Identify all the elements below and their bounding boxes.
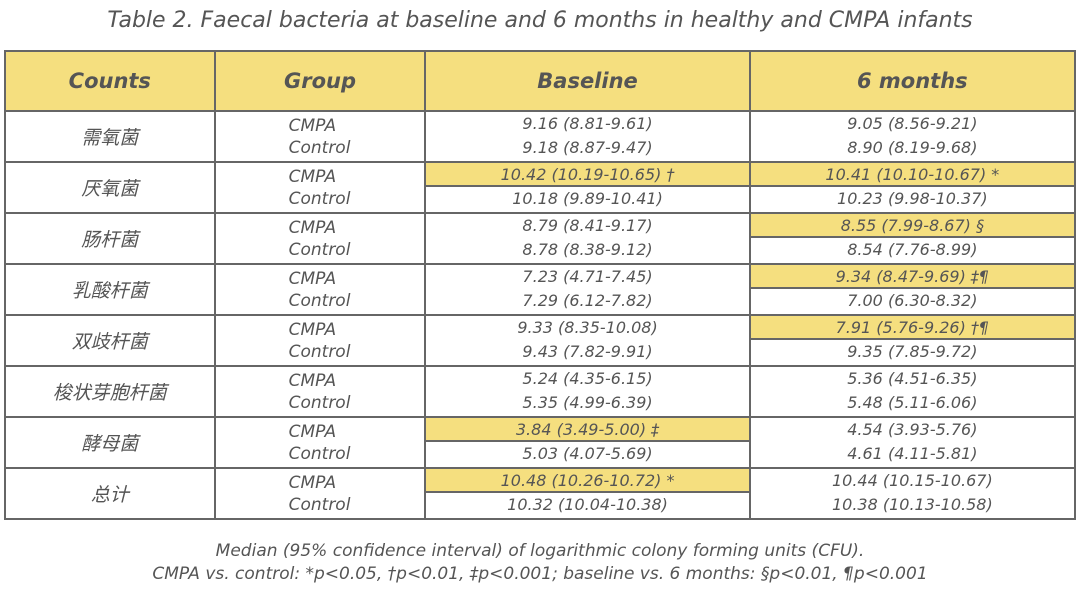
baseline-control-value: 9.18 (8.87-9.47)	[522, 138, 653, 157]
months6-cmpa-value: 5.36 (4.51-6.35)	[847, 369, 978, 388]
months6-cmpa-value: 9.05 (8.56-9.21)	[847, 114, 978, 133]
group-cell: CMPA Control	[213, 365, 427, 418]
baseline-cmpa-value: 10.42 (10.19-10.65) †	[426, 163, 749, 187]
group-control: Control	[288, 443, 351, 464]
baseline-cmpa-value: 10.48 (10.26-10.72) *	[426, 469, 749, 493]
count-label: 酵母菌	[4, 416, 216, 469]
group-cmpa: CMPA	[288, 268, 337, 289]
count-label: 乳酸杆菌	[4, 263, 216, 316]
footnote-line-2: CMPA vs. control: *p<0.05, †p<0.01, ‡p<0…	[152, 564, 928, 584]
months6-cell: 10.41 (10.10-10.67) * 10.23 (9.98-10.37)	[748, 161, 1077, 214]
months6-cell: 9.05 (8.56-9.21) 8.90 (8.19-9.68)	[748, 110, 1077, 163]
months6-cmpa-value: 4.54 (3.93-5.76)	[847, 420, 978, 439]
count-label: 双歧杆菌	[4, 314, 216, 367]
table-row: 总计 CMPA Control 10.48 (10.26-10.72) * 10.32 …	[4, 467, 1077, 520]
table-row: 乳酸杆菌 CMPA Control 7.23 (4.71-7.45) 7.29 (6.1…	[4, 263, 1077, 316]
count-label: 肠杆菌	[4, 212, 216, 265]
months6-control-value: 8.90 (8.19-9.68)	[847, 138, 978, 157]
months6-cmpa-value: 7.91 (5.76-9.26) †¶	[750, 316, 1074, 340]
group-control: Control	[288, 341, 351, 362]
group-cmpa: CMPA	[288, 421, 337, 442]
table-title: Table 2. Faecal bacteria at baseline and…	[107, 8, 973, 33]
months6-control-value: 5.48 (5.11-6.06)	[847, 393, 978, 412]
baseline-control-value: 10.32 (10.04-10.38)	[507, 495, 668, 514]
months6-cell: 5.36 (4.51-6.35) 5.48 (5.11-6.06)	[748, 365, 1077, 418]
baseline-cell: 10.48 (10.26-10.72) * 10.32 (10.04-10.38)	[424, 467, 751, 520]
group-control: Control	[288, 137, 351, 158]
group-cell: CMPA Control	[213, 161, 427, 214]
bacteria-table: Counts Group Baseline 6 months 需氧菌 CMPA Co…	[4, 50, 1077, 520]
group-cmpa: CMPA	[288, 319, 337, 340]
header-counts: Counts	[4, 50, 216, 112]
group-cell: CMPA Control	[213, 212, 427, 265]
months6-cmpa-value: 8.55 (7.99-8.67) §	[750, 214, 1074, 238]
months6-cell: 10.44 (10.15-10.67) 10.38 (10.13-10.58)	[748, 467, 1077, 520]
months6-cmpa-value: 10.41 (10.10-10.67) *	[750, 163, 1074, 187]
baseline-cell: 7.23 (4.71-7.45) 7.29 (6.12-7.82)	[424, 263, 751, 316]
months6-control-value: 8.54 (7.76-8.99)	[847, 240, 978, 259]
group-cmpa: CMPA	[288, 472, 337, 493]
months6-control-value: 7.00 (6.30-8.32)	[847, 291, 978, 310]
baseline-cell: 10.42 (10.19-10.65) † 10.18 (9.89-10.41)	[424, 161, 751, 214]
months6-control-value: 9.35 (7.85-9.72)	[847, 342, 978, 361]
count-label: 梭状芽胞杆菌	[4, 365, 216, 418]
footnote-line-1: Median (95% confidence interval) of loga…	[215, 541, 865, 561]
baseline-control-value: 10.18 (9.89-10.41)	[512, 189, 663, 208]
table-row: 梭状芽胞杆菌 CMPA Control 5.24 (4.35-6.15) 5.35 (4…	[4, 365, 1077, 418]
baseline-control-value: 8.78 (8.38-9.12)	[522, 240, 653, 259]
baseline-cell: 9.33 (8.35-10.08) 9.43 (7.82-9.91)	[424, 314, 751, 367]
baseline-cell: 8.79 (8.41-9.17) 8.78 (8.38-9.12)	[424, 212, 751, 265]
months6-control-value: 10.38 (10.13-10.58)	[831, 495, 993, 514]
header-6-months: 6 months	[748, 50, 1077, 112]
table-row: 肠杆菌 CMPA Control 8.79 (8.41-9.17) 8.78 (8.38…	[4, 212, 1077, 265]
header-baseline: Baseline	[424, 50, 751, 112]
group-cmpa: CMPA	[288, 370, 337, 391]
group-control: Control	[288, 494, 351, 515]
months6-cmpa-value: 10.44 (10.15-10.67)	[831, 471, 993, 490]
months6-cell: 7.91 (5.76-9.26) †¶ 9.35 (7.85-9.72)	[748, 314, 1077, 367]
count-label: 总计	[4, 467, 216, 520]
months6-control-value: 10.23 (9.98-10.37)	[837, 189, 988, 208]
count-label: 厌氧菌	[4, 161, 216, 214]
table-footnote: Median (95% confidence interval) of loga…	[0, 540, 1080, 586]
group-cell: CMPA Control	[213, 263, 427, 316]
group-cell: CMPA Control	[213, 467, 427, 520]
baseline-control-value: 9.43 (7.82-9.91)	[522, 342, 653, 361]
table-row: 酵母菌 CMPA Control 3.84 (3.49-5.00) ‡ 5.03 (4.…	[4, 416, 1077, 469]
baseline-cmpa-value: 5.24 (4.35-6.15)	[522, 369, 653, 388]
group-cmpa: CMPA	[288, 217, 337, 238]
baseline-cmpa-value: 3.84 (3.49-5.00) ‡	[426, 418, 749, 442]
group-cell: CMPA Control	[213, 416, 427, 469]
table-row: 需氧菌 CMPA Control 9.16 (8.81-9.61) 9.18 (8.87…	[4, 110, 1077, 163]
count-label: 需氧菌	[4, 110, 216, 163]
group-control: Control	[288, 392, 351, 413]
group-cmpa: CMPA	[288, 166, 337, 187]
group-cell: CMPA Control	[213, 314, 427, 367]
months6-cell: 8.55 (7.99-8.67) § 8.54 (7.76-8.99)	[748, 212, 1077, 265]
header-row: Counts Group Baseline 6 months	[4, 50, 1077, 112]
group-cmpa: CMPA	[288, 115, 337, 136]
baseline-cell: 9.16 (8.81-9.61) 9.18 (8.87-9.47)	[424, 110, 751, 163]
baseline-cmpa-value: 9.33 (8.35-10.08)	[517, 318, 658, 337]
group-control: Control	[288, 290, 351, 311]
table-row: 厌氧菌 CMPA Control 10.42 (10.19-10.65) † 10.18…	[4, 161, 1077, 214]
months6-cell: 4.54 (3.93-5.76) 4.61 (4.11-5.81)	[748, 416, 1077, 469]
group-control: Control	[288, 188, 351, 209]
months6-cell: 9.34 (8.47-9.69) ‡¶ 7.00 (6.30-8.32)	[748, 263, 1077, 316]
baseline-control-value: 5.35 (4.99-6.39)	[522, 393, 653, 412]
group-cell: CMPA Control	[213, 110, 427, 163]
baseline-cmpa-value: 8.79 (8.41-9.17)	[522, 216, 653, 235]
baseline-cell: 5.24 (4.35-6.15) 5.35 (4.99-6.39)	[424, 365, 751, 418]
baseline-cell: 3.84 (3.49-5.00) ‡ 5.03 (4.07-5.69)	[424, 416, 751, 469]
table-row: 双歧杆菌 CMPA Control 9.33 (8.35-10.08) 9.43 (7.…	[4, 314, 1077, 367]
header-group: Group	[213, 50, 427, 112]
months6-control-value: 4.61 (4.11-5.81)	[847, 444, 978, 463]
months6-cmpa-value: 9.34 (8.47-9.69) ‡¶	[750, 265, 1074, 289]
baseline-cmpa-value: 7.23 (4.71-7.45)	[522, 267, 653, 286]
baseline-control-value: 7.29 (6.12-7.82)	[522, 291, 653, 310]
baseline-control-value: 5.03 (4.07-5.69)	[522, 444, 653, 463]
baseline-cmpa-value: 9.16 (8.81-9.61)	[522, 114, 653, 133]
group-control: Control	[288, 239, 351, 260]
